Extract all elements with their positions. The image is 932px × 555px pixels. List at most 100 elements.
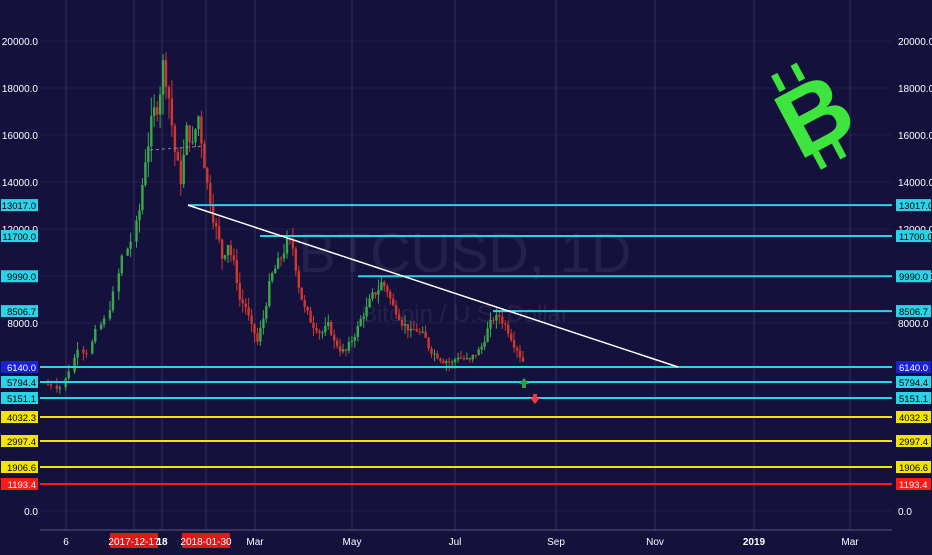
price-tick-label-left: 20000.0 — [2, 37, 39, 48]
level-badge-right-text: 1906.6 — [899, 463, 928, 474]
price-tick-label-left: 8000.0 — [7, 319, 38, 330]
level-badge-left — [1, 361, 38, 373]
candle-body — [300, 287, 303, 300]
level-badge-left-text: 2997.4 — [7, 437, 36, 448]
candle-body — [259, 327, 262, 342]
candle-body — [303, 299, 306, 307]
candle-body — [250, 315, 253, 325]
candle-body — [156, 107, 159, 115]
candle-body — [94, 328, 97, 342]
candle-body — [67, 371, 70, 379]
level-badge-right-text: 5151.1 — [899, 394, 928, 405]
level-badge-right-text: 5794.4 — [899, 378, 928, 389]
candle-body — [217, 226, 221, 240]
candle-body — [164, 60, 168, 87]
time-tick-highlight — [110, 533, 158, 548]
candle-body — [161, 60, 165, 95]
candle-body — [462, 358, 466, 360]
price-tick-label-left: 18000.0 — [2, 84, 39, 95]
candle-body — [327, 322, 330, 327]
candle-body — [430, 348, 433, 354]
level-badge-left — [1, 270, 38, 283]
candle-body — [356, 325, 359, 337]
candle-body — [158, 94, 162, 115]
level-badge-left-text: 6140.0 — [7, 363, 36, 374]
candle-body — [492, 319, 495, 321]
candle-body — [359, 318, 362, 326]
candle-body — [456, 357, 460, 360]
candle-body — [179, 160, 182, 185]
price-tick-label-right: 8000.0 — [898, 319, 929, 330]
candle-body — [173, 125, 177, 152]
candle-body — [49, 384, 53, 386]
time-tick-label: May — [343, 537, 362, 548]
candle-body — [253, 324, 256, 334]
candle-body — [102, 318, 106, 325]
level-badge-right — [896, 478, 931, 490]
candle-body — [55, 385, 59, 389]
candle-body — [46, 384, 50, 386]
price-tick-label-right: 0.0 — [898, 507, 912, 518]
candle-body — [150, 115, 153, 147]
candle-body — [282, 253, 286, 259]
candle-body — [247, 307, 250, 316]
candle-body — [265, 306, 268, 319]
candle-body — [403, 324, 407, 326]
candle-body — [108, 310, 112, 319]
candle-body — [120, 255, 123, 274]
candle-body — [380, 282, 383, 291]
candle-body — [335, 340, 339, 347]
time-tick-label: 2019 — [743, 537, 766, 548]
candle-body — [82, 349, 85, 353]
level-badge-right-text: 1193.4 — [899, 480, 927, 491]
candle-body — [394, 305, 398, 315]
candle-body — [197, 116, 200, 130]
candle-body — [191, 141, 194, 143]
candle-body — [368, 298, 371, 308]
candle-body — [344, 349, 348, 351]
level-badge-left — [1, 305, 38, 318]
candle-body — [362, 316, 365, 319]
candle-body — [262, 318, 265, 328]
candle-body — [347, 342, 351, 351]
candle-body — [268, 280, 271, 307]
candle-body — [439, 358, 442, 361]
candle-body — [209, 182, 212, 206]
trendline — [187, 204, 679, 368]
candle-body — [338, 346, 342, 352]
candle-body — [512, 340, 516, 348]
level-badge-right-text: 4032.3 — [899, 413, 928, 424]
candle-body — [341, 349, 345, 352]
symbol-watermark: BTCUSD, 1D — [299, 221, 632, 284]
candle-body — [471, 354, 474, 360]
candle-body — [274, 268, 277, 274]
candle-body — [294, 248, 297, 271]
candle-body — [241, 299, 244, 304]
level-badge-right-text: 11700.0 — [899, 232, 932, 243]
candle-body — [229, 245, 233, 256]
candle-body — [377, 290, 380, 295]
level-badge-left — [1, 199, 38, 212]
candle-body — [386, 286, 389, 292]
candle-body — [465, 357, 469, 359]
candle-body — [188, 125, 191, 143]
candle-body — [182, 154, 185, 185]
level-badge-left-text: 9990.0 — [7, 272, 36, 283]
candle-body — [91, 341, 94, 354]
price-tick-label-left: 0.0 — [24, 507, 38, 518]
level-badge-left-text: 13017.0 — [2, 201, 36, 212]
level-badge-left — [1, 478, 38, 490]
candle-body — [477, 349, 480, 356]
time-tick-label: Mar — [246, 537, 264, 548]
level-badge-left-text: 8506.7 — [7, 307, 36, 318]
candle-body — [374, 292, 377, 295]
horizontal-levels — [40, 204, 892, 485]
candle-body — [276, 258, 280, 269]
price-tick-label-left: 16000.0 — [2, 131, 39, 142]
level-badge-right — [896, 230, 931, 243]
price-tick-label-right: 18000.0 — [898, 84, 932, 95]
time-tick-label: Sep — [547, 537, 565, 548]
